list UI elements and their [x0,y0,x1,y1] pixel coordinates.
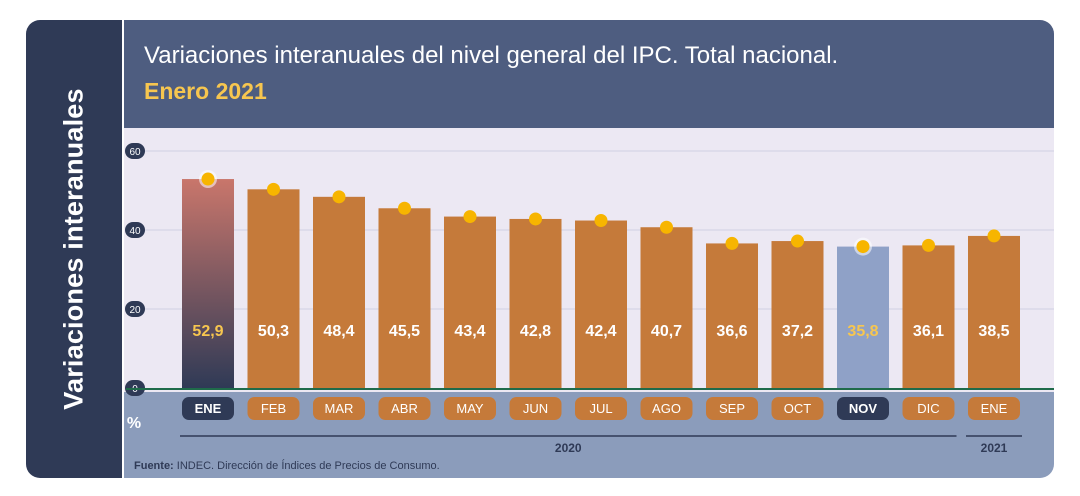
bar [444,216,496,388]
value-marker [660,220,673,234]
bar-chart: 020406052,950,348,445,543,442,842,440,73… [125,143,1054,455]
category-pill [444,397,496,420]
category-pill [706,397,758,420]
source-note: Fuente: INDEC. Dirección de Índices de P… [134,460,440,472]
category-label: FEB [261,401,286,416]
bar [313,196,365,388]
value-marker [332,190,346,204]
y-tick-label: 20 [129,305,141,316]
chart-title: Variaciones interanuales del nivel gener… [144,42,839,69]
value-marker [922,238,935,252]
divider [122,20,124,478]
category-pill [313,397,365,420]
value-marker [463,210,477,224]
category-label: MAY [456,401,484,416]
data-label: 38,5 [978,323,1009,340]
source-label: Fuente: [134,460,174,472]
bar [509,218,562,388]
data-label: 48,4 [323,323,354,340]
category-label: DIC [917,401,939,416]
category-label: JUN [523,401,548,416]
category-label: ENE [195,401,222,416]
bar [968,235,1020,388]
category-pill [837,397,889,420]
bar [837,246,889,388]
value-marker [725,236,739,250]
bar [902,245,955,388]
data-label: 40,7 [651,323,682,340]
bar [575,220,627,388]
chart-card: Variaciones interanuales Variaciones int… [26,20,1054,478]
category-label: OCT [784,401,812,416]
bar [640,227,693,388]
data-label: 36,6 [716,323,747,340]
source-text: INDEC. Dirección de Índices de Precios d… [173,460,440,472]
y-tick-label: 40 [129,226,141,237]
data-label: 50,3 [258,323,289,340]
category-pill [182,397,234,420]
value-marker [791,234,804,248]
data-label: 43,4 [454,323,485,340]
year-label: 2021 [981,441,1008,455]
category-label: ENE [981,401,1008,416]
category-label: JUL [589,401,612,416]
bar [182,179,234,388]
value-marker [529,212,542,226]
bar [247,189,300,388]
category-label: ABR [391,401,418,416]
year-label: 2020 [555,441,582,455]
y-tick-label: 60 [129,147,141,158]
unit-label: % [127,415,141,432]
category-pill [902,397,955,420]
category-pill [968,397,1020,420]
data-label: 45,5 [389,323,420,340]
category-pill [509,397,562,420]
category-pill [575,397,627,420]
value-marker [594,214,608,228]
category-label: SEP [719,401,745,416]
y-tick-pill [125,222,145,238]
data-label: 42,4 [585,323,616,340]
data-label: 36,1 [913,323,944,340]
category-pill [378,397,431,420]
category-label: AGO [652,401,681,416]
data-label: 52,9 [192,323,223,340]
chart-header: Variaciones interanuales del nivel gener… [124,20,1054,128]
value-marker [398,201,411,215]
bar [771,241,824,388]
category-pill [771,397,824,420]
value-marker [987,229,1001,243]
category-label: NOV [849,401,878,416]
data-label: 37,2 [782,323,813,340]
category-pill [640,397,693,420]
value-marker [856,240,870,254]
category-pill [247,397,300,420]
category-label: MAR [325,401,354,416]
y-tick-pill [125,143,145,159]
bar [706,243,758,388]
bar [378,208,431,388]
chart-subtitle: Enero 2021 [144,78,267,104]
data-label: 42,8 [520,323,551,340]
value-marker [201,172,215,186]
data-label: 35,8 [847,323,878,340]
y-tick-pill [125,301,145,317]
value-marker [267,182,280,196]
side-panel: Variaciones interanuales [26,20,122,478]
